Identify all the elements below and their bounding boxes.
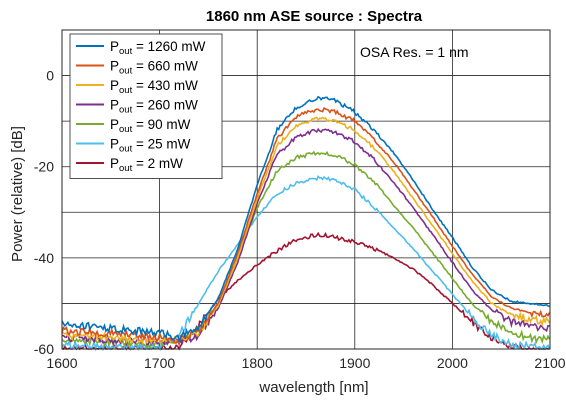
legend-entry: Pout = 90 mW: [110, 117, 191, 135]
series-line: [61, 95, 550, 343]
x-tick-labels: 1600 1700 1800 1900 2000 2100: [46, 355, 565, 371]
series-line: [61, 174, 551, 352]
x-tick-label: 2000: [437, 355, 468, 371]
legend-box: [69, 33, 223, 179]
series-line: [61, 116, 551, 345]
y-tick-label: -20: [34, 159, 54, 175]
y-tick-label: 0: [46, 68, 54, 84]
legend-entry: Pout = 260 mW: [110, 98, 198, 116]
legend-entry: Pout = 430 mW: [110, 78, 198, 96]
axes: [61, 29, 551, 350]
axes-frame: [61, 29, 551, 350]
y-tick-labels: 0 -20 -40 -60: [34, 68, 54, 357]
x-tick-label: 1700: [144, 355, 175, 371]
x-tick-label: 1600: [46, 355, 77, 371]
x-tick-label: 2100: [534, 355, 565, 371]
series-layer: [61, 95, 551, 352]
legend-entry: Pout = 660 mW: [110, 59, 198, 77]
series-line: [61, 106, 551, 346]
x-tick-label: 1800: [242, 355, 273, 371]
x-tick-label: 1900: [339, 355, 370, 371]
legend-entry: Pout = 2 mW: [110, 156, 183, 174]
series-line: [61, 150, 551, 350]
x-axis-label: wavelength [nm]: [258, 379, 368, 396]
legend-entry: Pout = 25 mW: [110, 137, 191, 155]
osa-resolution-annotation: OSA Res. = 1 nm: [360, 44, 469, 60]
y-tick-label: -40: [34, 250, 54, 266]
y-axis-label: Power (relative) [dB]: [9, 126, 26, 262]
chart-title: 1860 nm ASE source : Spectra: [206, 8, 423, 25]
y-tick-label: -60: [34, 341, 54, 357]
legend-entry: Pout = 1260 mW: [110, 39, 206, 57]
